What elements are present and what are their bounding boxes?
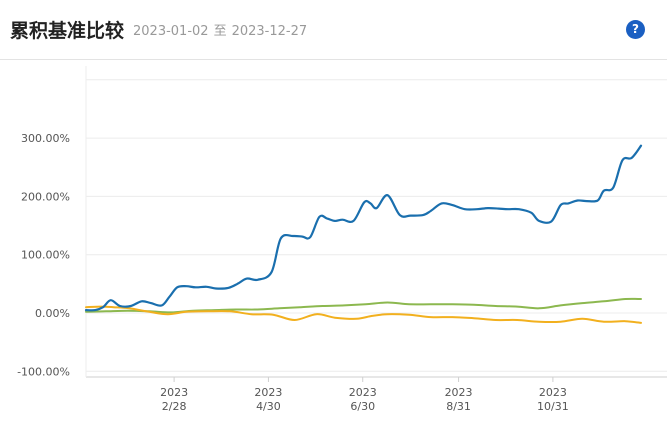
x-tick-year: 2023 [254,386,282,399]
range-separator: 至 [213,24,227,39]
x-tick-year: 2023 [160,386,188,399]
y-tick-label: 0.00% [35,307,70,320]
series-group [84,144,643,324]
series-line-2 [85,297,642,314]
y-tick-label: -100.00% [17,365,70,378]
x-tick-year: 2023 [539,386,567,399]
start-date: 2023-01-02 [133,24,209,39]
x-tick-year: 2023 [349,386,377,399]
panel-header: 累积基准比较 2023-01-02 至 2023-12-27 ? [0,0,667,60]
x-tick-label: 4/30 [256,400,281,413]
series-line-1 [84,144,643,312]
page-title: 累积基准比较 [10,20,125,42]
date-range: 2023-01-02 至 2023-12-27 [133,20,307,39]
x-axis: 20232/2820234/3020236/3020238/31202310/3… [85,66,667,413]
x-tick-label: 6/30 [350,400,375,413]
y-axis: 300.00% 200.00% 100.00% 0.00% -100.00% [17,132,70,378]
series-line-3 [85,305,642,324]
x-tick-label: 8/31 [446,400,471,413]
end-date: 2023-12-27 [231,24,308,39]
x-tick-label: 10/31 [537,400,569,413]
help-icon[interactable]: ? [626,20,645,39]
grid-lines [86,79,667,372]
y-tick-label: 100.00% [21,249,70,262]
y-tick-label: 200.00% [21,190,70,203]
cumulative-benchmark-chart: 300.00%200.00%100.00%0.00%-100.00% 20232… [17,66,667,413]
x-tick-year: 2023 [445,386,473,399]
y-tick-label: 300.00% [21,132,70,145]
x-tick-label: 2/28 [162,400,187,413]
